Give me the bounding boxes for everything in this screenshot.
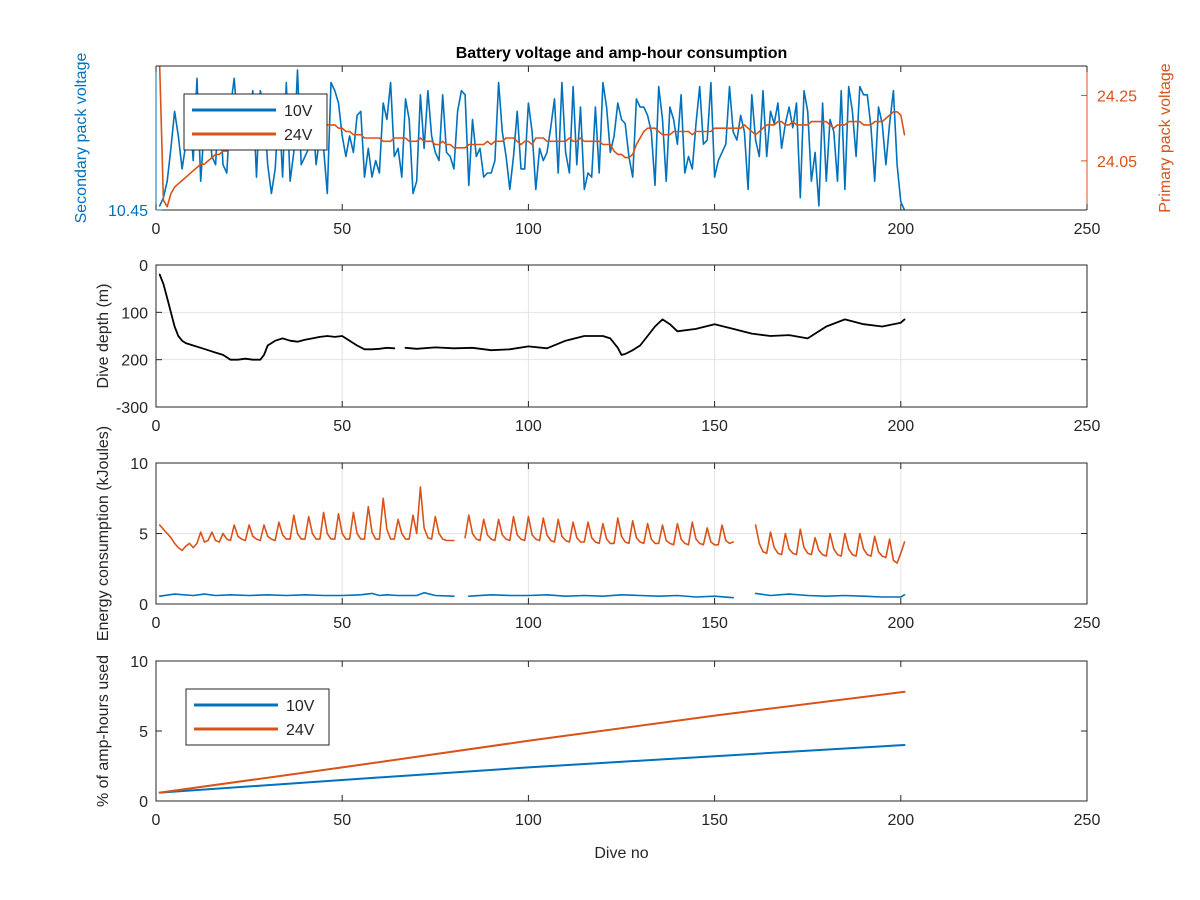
x-tick-label: 50 bbox=[333, 615, 351, 632]
plot-area bbox=[156, 265, 1087, 407]
x-tick-label: 0 bbox=[152, 615, 161, 632]
y-axis-right-label: Primary pack voltage bbox=[1157, 63, 1174, 212]
x-tick-label: 100 bbox=[515, 615, 542, 632]
x-axis-label: Dive no bbox=[594, 845, 648, 862]
legend-box bbox=[183, 93, 328, 151]
y-axis-label: % of amp-hours used bbox=[95, 655, 112, 807]
panel-voltage: 0 50 100 150 200 250 10.45 24.05 24.25 Primary pa… bbox=[73, 45, 1174, 238]
series-10v-segment-1 bbox=[158, 591, 455, 598]
data-layer bbox=[158, 486, 906, 599]
y-right-tick-label: 24.25 bbox=[1097, 88, 1137, 105]
x-tick-label: 0 bbox=[152, 812, 161, 829]
series-10v-line bbox=[158, 744, 906, 794]
x-tick-label: 200 bbox=[887, 418, 914, 435]
data-layer bbox=[158, 690, 906, 794]
y-tick-label: 5 bbox=[139, 527, 148, 544]
x-tick-label: 200 bbox=[887, 812, 914, 829]
y-tick-label: -300 bbox=[116, 400, 148, 417]
x-tick-label: 150 bbox=[701, 418, 728, 435]
y-tick-label: 0 bbox=[139, 258, 148, 275]
x-tick-label: 250 bbox=[1074, 221, 1101, 238]
panel-amphours: 0 50 100 150 200 250 0 5 10 % of amp-hours used Di… bbox=[95, 654, 1100, 862]
series-24v-line bbox=[158, 690, 906, 794]
x-tick-label: 150 bbox=[701, 615, 728, 632]
y-axis-label: Energy consumption (kJoules) bbox=[95, 426, 112, 641]
y-tick-label: 10 bbox=[130, 456, 148, 473]
y-tick-label: 0 bbox=[139, 794, 148, 811]
x-tick-label: 200 bbox=[887, 221, 914, 238]
series-line-segment-2 bbox=[404, 318, 906, 356]
axes-box bbox=[155, 264, 1088, 408]
x-tick-label: 200 bbox=[887, 615, 914, 632]
x-tick-label: 50 bbox=[333, 418, 351, 435]
series-24v-segment-3 bbox=[754, 524, 906, 564]
series-24v-segment-2 bbox=[464, 514, 735, 546]
y-right-tick-label: 24.05 bbox=[1097, 154, 1137, 171]
x-tick-label: 0 bbox=[152, 221, 161, 238]
data-layer bbox=[158, 273, 906, 361]
legend-label-24v: 24V bbox=[284, 127, 313, 144]
y-tick-label: 5 bbox=[139, 724, 148, 741]
y-axis-label: Secondary pack voltage bbox=[73, 53, 90, 224]
series-10v-segment-3 bbox=[754, 592, 906, 598]
legend-label-24v: 24V bbox=[286, 722, 315, 739]
x-tick-label: 250 bbox=[1074, 418, 1101, 435]
x-tick-label: 150 bbox=[701, 221, 728, 238]
x-tick-label: 100 bbox=[515, 221, 542, 238]
legend-box bbox=[185, 688, 330, 746]
x-tick-label: 100 bbox=[515, 812, 542, 829]
series-line-segment-1 bbox=[158, 273, 396, 361]
y-axis-label: Dive depth (m) bbox=[95, 284, 112, 389]
x-tick-label: 250 bbox=[1074, 812, 1101, 829]
y-tick-label: 10.45 bbox=[108, 203, 148, 220]
x-tick-label: 0 bbox=[152, 418, 161, 435]
y-tick-label: 100 bbox=[121, 305, 148, 322]
series-10v-segment-2 bbox=[467, 593, 735, 599]
x-tick-label: 50 bbox=[333, 812, 351, 829]
x-tick-label: 150 bbox=[701, 812, 728, 829]
series-24v-segment-1 bbox=[158, 486, 455, 552]
legend-label-10v: 10V bbox=[286, 698, 315, 715]
panel-energy: 0 50 100 150 200 250 0 5 10 Energy consumption (k… bbox=[95, 426, 1100, 641]
legend-label-10v: 10V bbox=[284, 103, 313, 120]
y-tick-label: 200 bbox=[121, 353, 148, 370]
x-tick-label: 50 bbox=[333, 221, 351, 238]
y-tick-label: 0 bbox=[139, 597, 148, 614]
x-tick-label: 250 bbox=[1074, 615, 1101, 632]
x-tick-label: 100 bbox=[515, 418, 542, 435]
y-tick-label: 10 bbox=[130, 654, 148, 671]
chart-title: Battery voltage and amp-hour consumption bbox=[456, 45, 788, 62]
